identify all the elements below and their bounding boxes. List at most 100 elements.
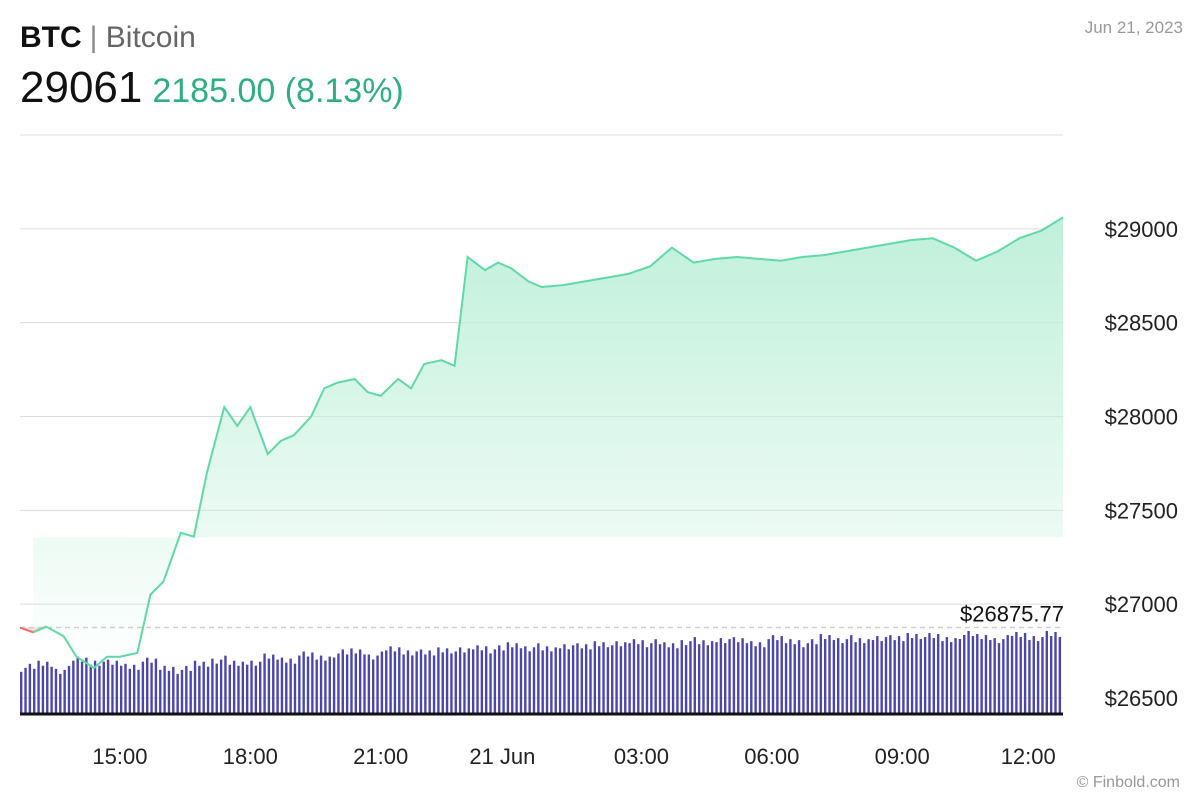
volume-bar <box>93 660 97 713</box>
volume-bar <box>567 649 570 713</box>
x-tick-label: 09:00 <box>875 744 930 769</box>
volume-bar <box>315 659 318 713</box>
volume-bar <box>415 651 418 713</box>
volume-bar <box>967 631 970 713</box>
volume-bar <box>545 646 549 713</box>
volume-bar <box>571 645 575 713</box>
volume-bar <box>354 653 358 713</box>
volume-bar <box>1028 640 1031 713</box>
volume-bar <box>815 644 818 713</box>
y-tick-label: $26500 <box>1105 686 1178 711</box>
volume-bar <box>111 664 114 713</box>
volume-bar <box>810 639 814 713</box>
volume-bar <box>932 638 936 713</box>
y-tick-label: $29000 <box>1105 217 1178 242</box>
volume-bar <box>1002 639 1005 713</box>
volume-bar <box>1036 641 1040 713</box>
y-tick-label: $27000 <box>1105 592 1178 617</box>
volume-bar <box>710 641 714 713</box>
volume-bar <box>389 646 392 713</box>
volume-bar <box>897 636 901 713</box>
volume-bar <box>1010 636 1014 713</box>
volume-bar <box>250 660 253 713</box>
volume-bar <box>641 640 644 713</box>
volume-bar <box>502 650 505 713</box>
volume-bar <box>54 668 58 713</box>
volume-bar <box>180 669 184 713</box>
reference-label: $26875.77 <box>960 601 1064 626</box>
volume-bar <box>445 648 449 713</box>
volume-bar <box>693 637 696 713</box>
volume-bar <box>971 636 975 713</box>
volume-bar <box>597 646 601 713</box>
volume-bar <box>802 647 805 713</box>
volume-bar <box>984 635 988 713</box>
volume-bar <box>537 643 540 713</box>
volume-bar <box>676 648 679 713</box>
volume-bar <box>997 643 1001 713</box>
volume-bar <box>298 655 301 713</box>
volume-bar <box>493 649 497 713</box>
volume-bar <box>750 641 753 713</box>
volume-bar <box>936 634 940 713</box>
volume-bar <box>372 659 375 713</box>
price-row: 29061 2185.00 (8.13%) <box>20 60 404 119</box>
volume-bar <box>728 639 731 713</box>
volume-bar <box>580 648 584 713</box>
volume-bar <box>85 657 88 713</box>
volume-bar <box>67 665 71 713</box>
volume-bar <box>189 670 192 713</box>
volume-bar <box>471 649 475 713</box>
volume-bar <box>402 654 405 713</box>
volume-bar <box>332 657 336 713</box>
volume-bar <box>528 651 531 713</box>
volume-bar <box>59 673 62 713</box>
volume-bar <box>954 638 957 713</box>
ticker-separator: | <box>89 21 98 54</box>
volume-bar <box>167 670 171 713</box>
ticker-row: BTC | Bitcoin <box>20 18 404 58</box>
volume-bar <box>889 635 892 713</box>
volume-bar <box>506 642 510 713</box>
volume-bar <box>1041 637 1044 713</box>
volume-bar <box>576 643 579 713</box>
volume-bar <box>293 663 297 713</box>
volume-bar <box>732 637 736 713</box>
volume-bar <box>806 643 809 713</box>
volume-bar <box>437 647 440 713</box>
volume-bar <box>632 639 636 713</box>
volume-bar <box>102 661 105 713</box>
volume-bar <box>789 639 792 713</box>
volume-bar <box>211 658 214 713</box>
volume-bar <box>941 641 944 713</box>
volume-bar <box>1032 636 1035 713</box>
volume-bar <box>737 642 740 713</box>
volume-bar <box>76 656 79 713</box>
x-tick-label: 21 Jun <box>469 744 535 769</box>
volume-bar <box>906 633 909 713</box>
volume-bar <box>50 666 53 713</box>
volume-bar <box>341 649 344 713</box>
volume-bar <box>963 635 966 713</box>
volume-bar <box>602 642 605 713</box>
volume-bar <box>324 660 327 713</box>
volume-bar <box>454 651 457 713</box>
volume-bar <box>841 643 844 713</box>
volume-bar <box>63 669 66 713</box>
volume-bar <box>141 661 145 713</box>
x-tick-label: 12:00 <box>1001 744 1056 769</box>
volume-bar <box>98 665 101 713</box>
volume-bar <box>337 653 340 713</box>
volume-bar <box>285 662 288 713</box>
volume-bar <box>498 645 501 713</box>
volume-bar <box>854 642 857 713</box>
volume-bar <box>910 638 914 713</box>
volume-bar <box>480 650 484 713</box>
volume-bar <box>684 645 688 713</box>
volume-bar <box>828 635 831 713</box>
volume-bar <box>41 665 45 713</box>
volume-bar <box>589 649 592 713</box>
volume-bar <box>554 647 557 713</box>
volume-bar <box>406 650 410 713</box>
volume-bar <box>289 658 292 713</box>
